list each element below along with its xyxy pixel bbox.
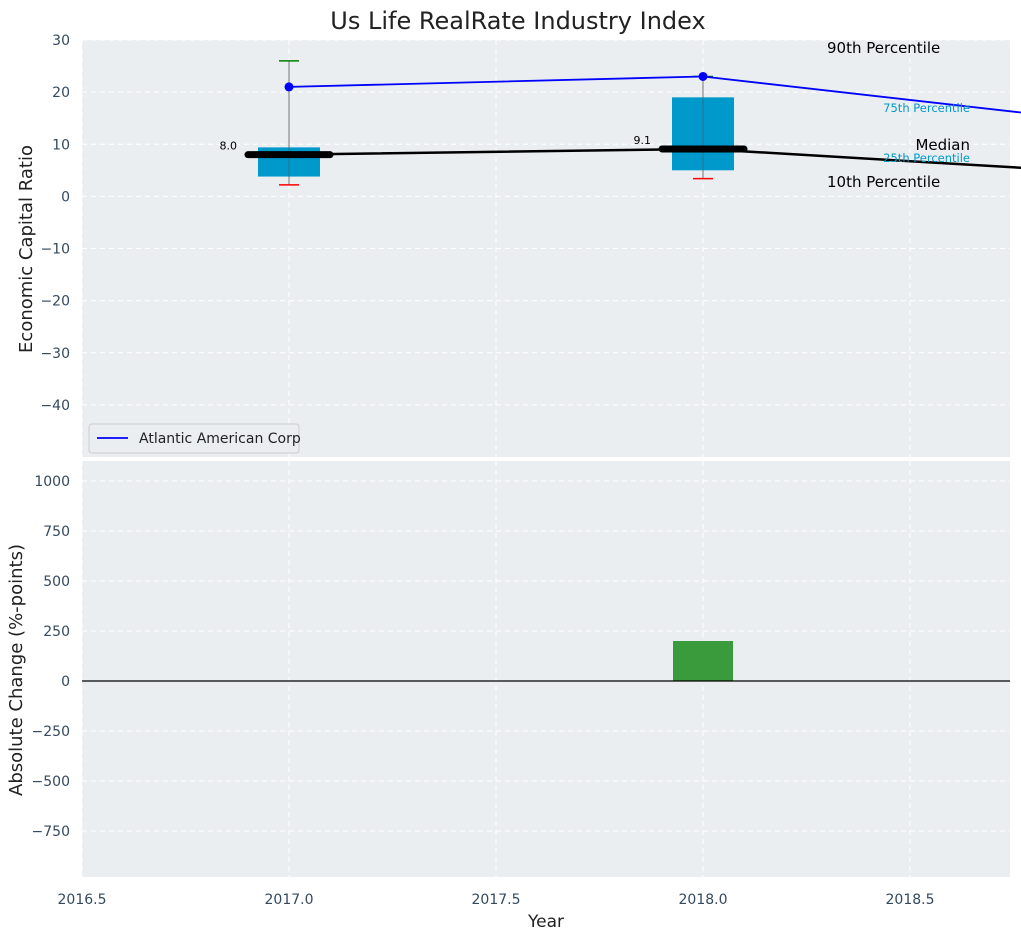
bar-group — [82, 641, 1010, 682]
legend-series-label: Atlantic American Corp — [139, 431, 301, 447]
top-grid — [81, 39, 1010, 457]
bottom-y-tick-label: 250 — [43, 624, 70, 640]
top-y-tick-label: 20 — [52, 85, 70, 101]
bottom-y-tick-label: −500 — [32, 774, 70, 790]
bottom-y-axis-label: Absolute Change (%-points) — [6, 544, 27, 796]
top-y-axis-label: Economic Capital Ratio — [16, 145, 37, 353]
bottom-y-tick-label: −750 — [32, 824, 70, 840]
bottom-y-tick-label: 0 — [61, 674, 70, 690]
x-tick-label: 2017.0 — [265, 892, 314, 908]
x-tick-label: 2016.5 — [58, 892, 107, 908]
bottom-y-tick-label: 1000 — [34, 474, 70, 490]
top-y-ticks: 30 20 10 0 −10 −20 −30 −40 — [40, 33, 70, 414]
top-y-tick-label: −30 — [40, 346, 70, 362]
legend: Atlantic American Corp — [88, 423, 301, 454]
change-bar — [673, 641, 733, 681]
bottom-y-tick-label: 750 — [43, 524, 70, 540]
x-axis-label: Year — [527, 912, 564, 932]
median-trend-line — [288, 147, 1021, 170]
x-tick-label: 2018.5 — [886, 892, 935, 908]
series-point — [698, 71, 708, 81]
top-y-tick-label: 10 — [52, 137, 70, 153]
median-value-label: 8.0 — [220, 140, 238, 153]
annotation-75th: 75th Percentile — [883, 101, 970, 115]
bottom-plot-background — [82, 461, 1010, 877]
bottom-y-tick-label: −250 — [32, 724, 70, 740]
legend-box — [88, 423, 300, 454]
bottom-y-ticks: 1000 750 500 250 0 −250 −500 −750 — [32, 474, 70, 840]
annotation-median: Median — [915, 136, 970, 154]
box-plot-group: 8.09.14.410.0 — [220, 60, 1021, 186]
top-y-tick-label: −40 — [40, 398, 70, 414]
series-line — [288, 75, 1021, 114]
chart-title: Us Life RealRate Industry Index — [330, 7, 705, 35]
top-y-tick-label: 0 — [61, 189, 70, 205]
median-value-label: 9.1 — [634, 134, 652, 147]
annotation-10th: 10th Percentile — [827, 173, 940, 191]
annotation-25th: 25th Percentile — [883, 151, 970, 165]
annotation-90th: 90th Percentile — [827, 39, 940, 57]
bottom-y-tick-label: 500 — [43, 574, 70, 590]
x-tick-label: 2017.5 — [472, 892, 521, 908]
top-y-tick-label: −20 — [40, 294, 70, 310]
x-tick-label: 2018.0 — [679, 892, 728, 908]
series-point — [284, 82, 294, 92]
top-y-tick-label: 30 — [52, 33, 70, 49]
top-y-tick-label: −10 — [40, 242, 70, 258]
x-ticks: 2016.52017.02017.52018.02018.52019.02019… — [58, 892, 935, 908]
